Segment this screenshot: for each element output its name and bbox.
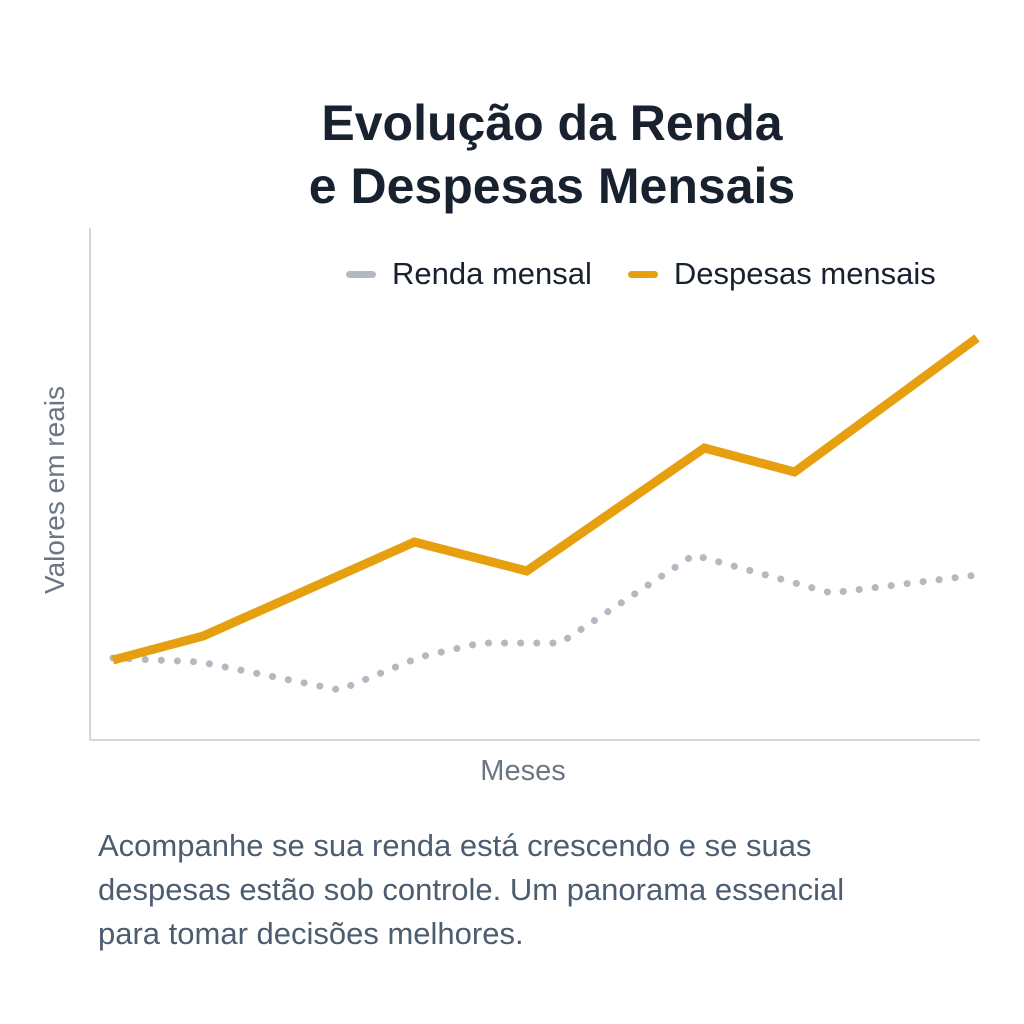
legend-label-despesas: Despesas mensais [673, 256, 936, 291]
legend: Renda mensal Despesas mensais [346, 256, 936, 292]
y-axis-label: Valores em reais [39, 385, 70, 595]
series-line-despesas-mensais [111, 334, 980, 665]
chart-title-line-2: e Despesas Mensais [308, 158, 796, 214]
x-axis-label: Meses [480, 755, 566, 787]
chart-title-line-1: Evolução da Renda [321, 95, 783, 151]
caption-line-2: despesas estão sob controle. Um panorama… [98, 872, 845, 907]
legend-swatch-renda [346, 270, 376, 278]
chart-title: Evolução da Renda e Despesas Mensais [0, 92, 1024, 218]
caption-line-1: Acompanhe se sua renda está crescendo e … [98, 828, 812, 863]
caption: Acompanhe se sua renda está crescendo e … [98, 824, 978, 956]
caption-line-3: para tomar decisões melhores. [98, 916, 524, 951]
legend-swatch-despesas [627, 270, 658, 278]
legend-label-renda: Renda mensal [392, 256, 592, 291]
